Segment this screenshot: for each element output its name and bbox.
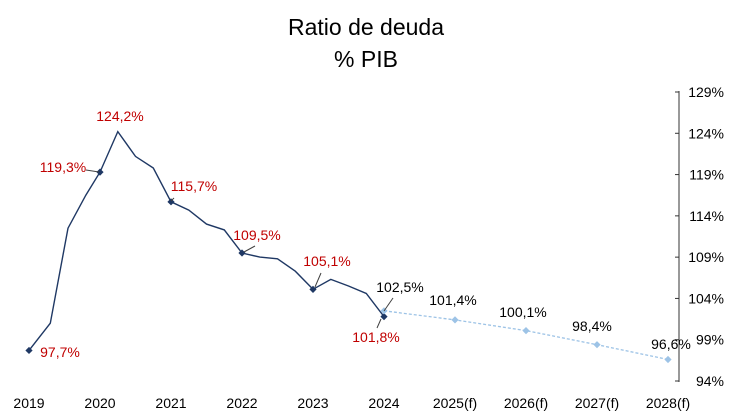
x-tick-label: 2020: [84, 395, 115, 411]
y-tick-label: 104%: [688, 290, 724, 306]
x-tick-label: 2028(f): [646, 395, 690, 411]
x-tick-label: 2026(f): [504, 395, 548, 411]
y-tick-label: 94%: [696, 373, 724, 389]
y-tick-label: 99%: [696, 332, 724, 348]
data-label: 124,2%: [96, 108, 143, 124]
data-label: 115,7%: [171, 178, 217, 194]
y-tick-label: 124%: [688, 125, 724, 141]
forecast-series-line: [383, 310, 669, 361]
data-label: 96,6%: [651, 336, 691, 352]
data-label: 105,1%: [303, 253, 350, 269]
y-axis-ticks: 94% 99% 104% 109% 114% 119% 124% 129%: [675, 84, 724, 389]
data-label-leader-line: [376, 318, 382, 329]
marker-layer: [25, 168, 672, 364]
data-label-leader-line: [170, 197, 175, 202]
x-tick-label: 2027(f): [575, 395, 619, 411]
data-label-leader-line: [383, 297, 394, 312]
chart-subtitle: % PIB: [334, 46, 398, 72]
y-tick-label: 109%: [688, 249, 724, 265]
data-point-marker: [238, 249, 246, 257]
data-point-marker: [664, 355, 672, 364]
data-label: 101,8%: [352, 329, 399, 345]
data-point-marker: [96, 168, 104, 176]
data-point-marker: [451, 316, 459, 324]
series-layer: [28, 130, 669, 361]
data-point-marker: [522, 327, 530, 335]
data-label: 101,4%: [429, 292, 476, 308]
chart-title: Ratio de deuda: [288, 14, 444, 40]
x-tick-label: 2021: [155, 395, 186, 411]
data-point-marker: [593, 341, 601, 349]
historical-series-line: [28, 130, 385, 351]
data-label-leader-line: [85, 169, 100, 173]
data-label: 97,7%: [40, 344, 80, 360]
data-labels: 97,7% 119,3% 124,2% 115,7% 109,5% 105,1% 101,8…: [40, 108, 691, 360]
data-label: 119,3%: [40, 159, 86, 175]
y-tick-label: 119%: [689, 167, 724, 183]
x-tick-label: 2019: [13, 395, 44, 411]
y-tick-label: 114%: [689, 208, 724, 224]
data-label-leader-line: [243, 245, 256, 253]
data-point-marker: [309, 285, 317, 293]
x-axis-ticks: 2019 2020 2021 2022 2023 2024 2025(f) 2026(f) 20…: [13, 395, 690, 411]
x-tick-label: 2025(f): [433, 395, 477, 411]
data-label: 100,1%: [499, 304, 546, 320]
data-point-marker: [167, 198, 175, 206]
data-point-marker: [25, 346, 33, 355]
data-point-marker: [380, 312, 388, 321]
x-tick-label: 2023: [297, 395, 328, 411]
x-tick-label: 2024: [368, 395, 399, 411]
x-tick-label: 2022: [226, 395, 257, 411]
data-label: 102,5%: [376, 279, 423, 295]
data-label-leader-line: [314, 272, 322, 288]
y-tick-label: 129%: [688, 84, 724, 100]
data-label: 98,4%: [572, 318, 612, 334]
data-label: 109,5%: [233, 227, 280, 243]
